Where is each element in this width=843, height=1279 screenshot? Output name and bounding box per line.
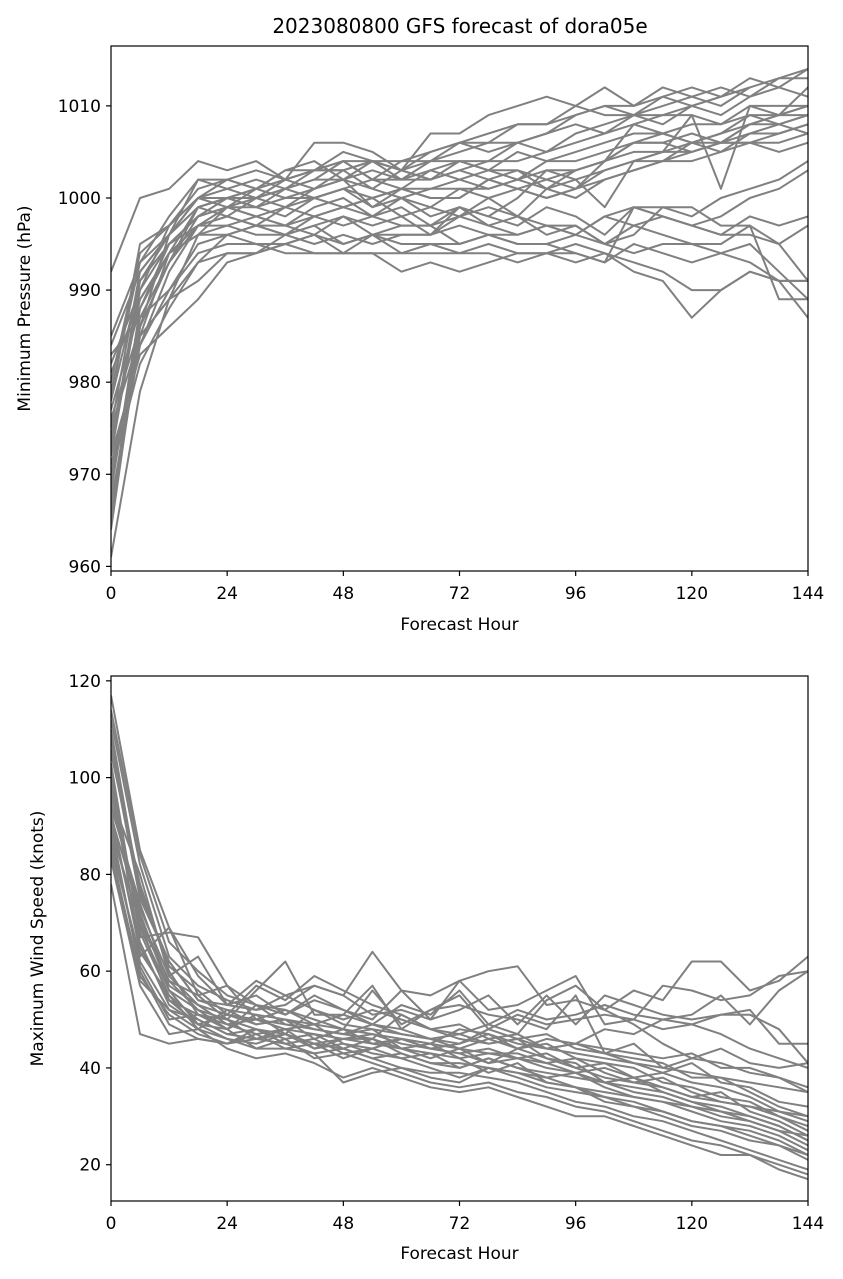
wind-series-line-10	[111, 782, 808, 1118]
pressure-series-line-16	[111, 169, 808, 512]
pressure-x-tick-label: 24	[216, 584, 238, 604]
pressure-y-tick-label: 980	[69, 373, 101, 393]
wind-series-line-22	[111, 840, 808, 1181]
wind-series-line-26	[111, 859, 808, 1156]
pressure-x-tick-label: 96	[565, 584, 587, 604]
wind-x-tick-label: 24	[216, 1214, 238, 1234]
wind-series-line-28	[111, 748, 808, 1094]
wind-x-tick-label: 144	[792, 1214, 824, 1234]
wind-series-line-1	[111, 695, 808, 1011]
wind-x-axis-label: Forecast Hour	[400, 1244, 518, 1264]
wind-series-line-25	[111, 709, 808, 1142]
wind-series-line-20	[111, 811, 808, 1171]
wind-series-line-7	[111, 845, 808, 1089]
pressure-x-tick-label: 72	[449, 584, 471, 604]
pressure-series-line-25	[111, 104, 808, 457]
wind-series-group	[111, 695, 808, 1181]
pressure-x-tick-label: 48	[333, 584, 355, 604]
pressure-y-tick-label: 970	[69, 465, 101, 485]
pressure-y-tick-label: 1000	[58, 189, 101, 209]
pressure-y-tick-label: 960	[69, 557, 101, 577]
wind-y-tick-label: 80	[79, 865, 101, 885]
wind-panel: 0 24 48 72 96 120 144 20 40 60 80 100 120 Forecast Ho…	[28, 672, 824, 1264]
pressure-x-tick-label: 120	[676, 584, 708, 604]
wind-y-tick-label: 100	[69, 769, 101, 789]
pressure-series-line-20	[111, 224, 808, 374]
pressure-x-axis-label: Forecast Hour	[400, 615, 518, 635]
wind-series-line-27	[111, 787, 808, 1118]
wind-x-tick-label: 0	[106, 1214, 117, 1234]
pressure-x-tick-label: 0	[106, 584, 117, 604]
wind-series-line-24	[111, 825, 808, 1137]
wind-series-line-21	[111, 777, 808, 1176]
chart-title: 2023080800 GFS forecast of dora05e	[272, 14, 647, 38]
wind-series-line-23	[111, 801, 808, 1069]
pressure-series-line-24	[111, 206, 808, 521]
wind-x-tick-label: 96	[565, 1214, 587, 1234]
pressure-series-line-23	[111, 243, 808, 356]
pressure-series-line-2	[111, 77, 808, 558]
wind-series-line-17	[111, 791, 808, 1152]
pressure-series-group	[111, 68, 808, 558]
wind-x-tick-label: 72	[449, 1214, 471, 1234]
wind-x-tick-label: 48	[333, 1214, 355, 1234]
pressure-y-axis-label: Minimum Pressure (hPa)	[15, 205, 35, 411]
wind-y-tick-label: 40	[79, 1059, 101, 1079]
pressure-y-tick-label: 1010	[58, 97, 101, 117]
wind-y-axis-label: Maximum Wind Speed (knots)	[28, 811, 48, 1067]
wind-y-tick-label: 60	[79, 962, 101, 982]
pressure-y-tick-label: 990	[69, 281, 101, 301]
wind-series-line-4	[111, 729, 808, 1064]
pressure-series-line-21	[111, 233, 808, 503]
wind-series-line-8	[111, 816, 808, 1093]
pressure-series-line-27	[111, 86, 751, 530]
wind-series-line-11	[111, 854, 808, 1123]
pressure-panel: 0 24 48 72 96 120 144 960 970 980 990 1000 1010 Forec…	[15, 45, 824, 635]
wind-y-tick-label: 20	[79, 1156, 101, 1176]
wind-series-line-5	[111, 830, 808, 1031]
wind-x-tick-label: 120	[676, 1214, 708, 1234]
pressure-x-tick-label: 144	[792, 584, 824, 604]
wind-y-tick-label: 120	[69, 672, 101, 692]
pressure-series-line-28	[111, 206, 808, 475]
